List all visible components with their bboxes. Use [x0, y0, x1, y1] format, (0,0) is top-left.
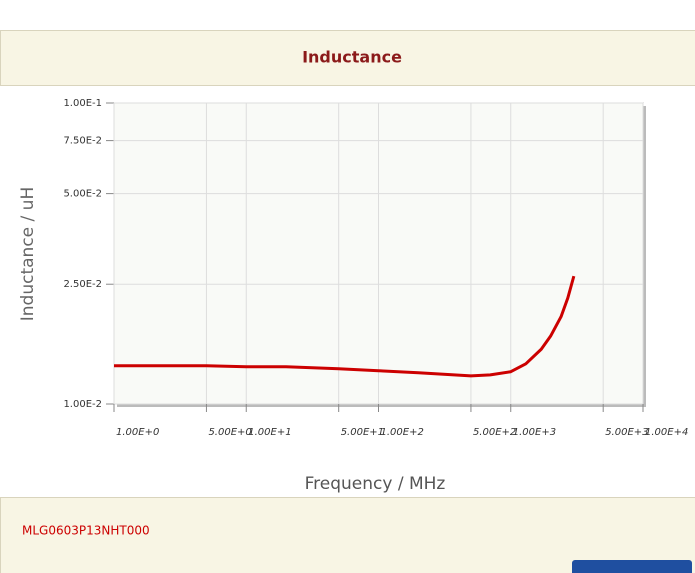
data-line — [114, 275, 576, 378]
header-band — [0, 30, 695, 86]
logo — [572, 560, 692, 573]
x-tick-label: 1.00E+0 — [116, 427, 159, 438]
y-tick-label: 7.50E-2 — [63, 136, 102, 147]
y-tick-label: 1.00E-2 — [63, 399, 102, 410]
y-axis-label: Inductance / uH — [18, 187, 38, 321]
y-tick-label: 5.00E-2 — [63, 189, 102, 200]
y-tick-label: 2.50E-2 — [63, 279, 102, 290]
x-tick-label: 5.00E+1 — [341, 427, 384, 438]
y-tick-label: 1.00E-1 — [63, 98, 102, 109]
x-tick-label: 5.00E+0 — [208, 427, 251, 438]
x-tick-label: 1.00E+4 — [645, 427, 688, 438]
x-tick-label: 1.00E+1 — [248, 427, 291, 438]
x-axis-label: Frequency / MHz — [305, 474, 446, 494]
x-tick-label: 1.00E+2 — [381, 427, 424, 438]
chart-title: Inductance — [302, 48, 402, 67]
x-tick-label: 1.00E+3 — [513, 427, 556, 438]
x-tick-label: 5.00E+2 — [473, 427, 516, 438]
x-tick-label: 5.00E+3 — [605, 427, 648, 438]
part-number: MLG0603P13NHT000 — [22, 524, 150, 538]
